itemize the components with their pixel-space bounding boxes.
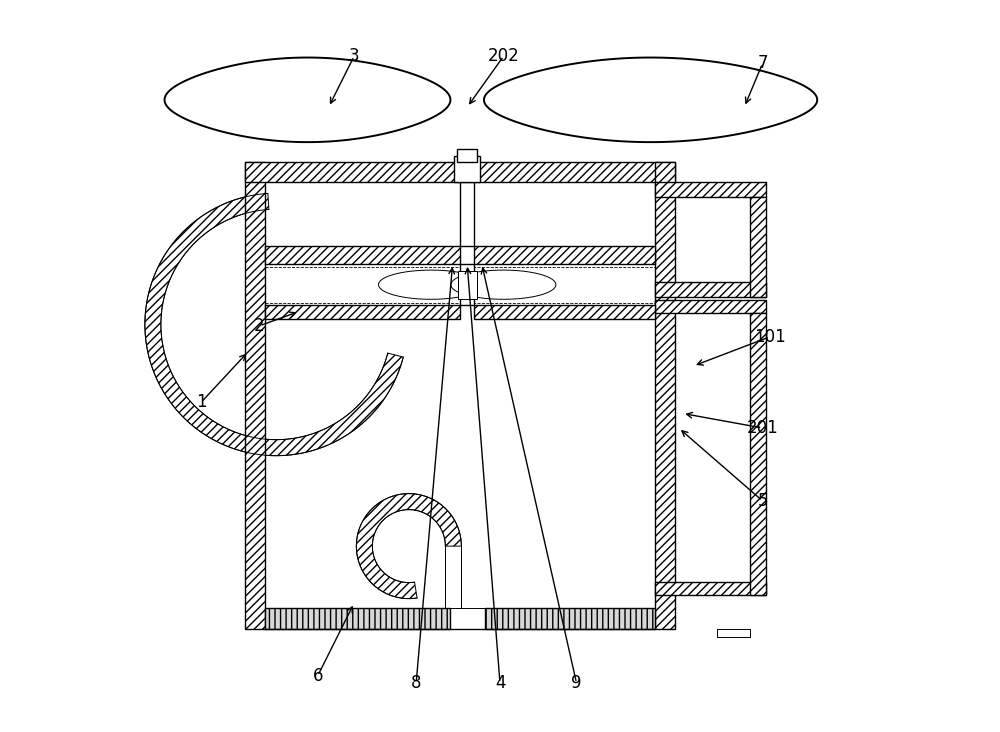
- Polygon shape: [145, 193, 403, 456]
- Text: 8: 8: [411, 674, 421, 692]
- Bar: [655, 162, 675, 629]
- Bar: [460, 182, 474, 247]
- Bar: [454, 156, 480, 182]
- Bar: [655, 182, 766, 197]
- Bar: [245, 162, 675, 182]
- Bar: [458, 271, 477, 299]
- Bar: [485, 608, 655, 629]
- Bar: [245, 162, 675, 629]
- Text: 202: 202: [488, 47, 520, 65]
- Text: 6: 6: [312, 667, 323, 685]
- Bar: [750, 313, 766, 595]
- Text: 101: 101: [754, 328, 786, 346]
- Text: 1: 1: [196, 394, 206, 411]
- Polygon shape: [484, 58, 817, 142]
- Polygon shape: [379, 270, 484, 299]
- Bar: [460, 264, 474, 305]
- Bar: [265, 608, 450, 629]
- Text: 5: 5: [757, 492, 768, 510]
- Circle shape: [162, 210, 391, 439]
- Text: 3: 3: [349, 47, 359, 65]
- Bar: [474, 305, 655, 318]
- Text: 201: 201: [747, 419, 778, 437]
- Bar: [245, 162, 265, 629]
- Bar: [655, 582, 766, 595]
- Bar: [717, 629, 750, 638]
- Bar: [457, 149, 477, 162]
- Text: 7: 7: [757, 54, 768, 72]
- Text: 4: 4: [495, 674, 505, 692]
- Bar: [655, 300, 766, 313]
- Bar: [655, 313, 750, 582]
- Polygon shape: [165, 58, 450, 142]
- Polygon shape: [451, 270, 556, 299]
- Polygon shape: [356, 493, 461, 599]
- Bar: [655, 282, 766, 296]
- Bar: [265, 305, 460, 318]
- Bar: [750, 197, 766, 296]
- Bar: [265, 247, 460, 264]
- Bar: [655, 197, 750, 282]
- Text: 9: 9: [571, 674, 582, 692]
- Circle shape: [373, 510, 445, 582]
- Bar: [474, 247, 655, 264]
- Text: 2: 2: [254, 317, 265, 335]
